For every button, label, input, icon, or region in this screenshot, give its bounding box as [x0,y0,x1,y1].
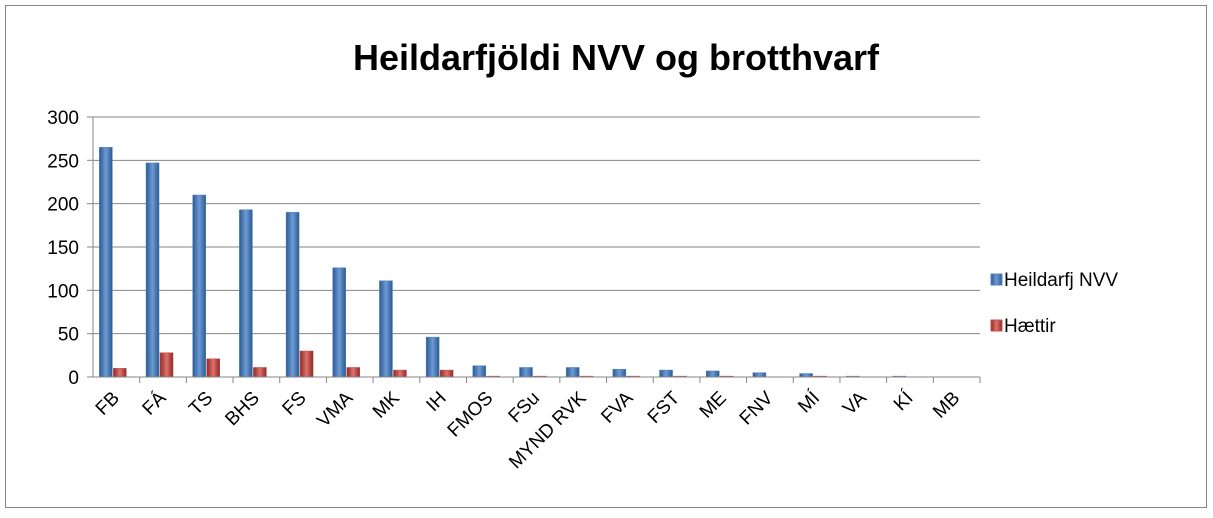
chart-border [5,5,1207,508]
bar [472,365,487,378]
bar [659,369,673,378]
legend-marker [990,319,1003,332]
bar [159,352,174,378]
bar [379,280,393,378]
y-tick-label: 100 [47,281,79,302]
legend-label: Heildarfj NVV [1004,270,1118,291]
bar [439,369,454,378]
bar [393,369,407,378]
bar [705,370,720,378]
bar [285,212,300,378]
legend-label: Hættir [1004,316,1056,337]
bar [425,336,440,378]
legend-marker [990,273,1003,286]
y-tick-label: 0 [68,368,79,389]
bar [145,162,160,378]
bar [346,367,361,378]
bar [113,368,127,378]
bar [239,209,253,378]
bar [752,372,767,378]
bar [612,368,627,378]
bar [192,194,206,378]
bar [799,373,813,378]
bar [565,367,580,378]
y-tick-label: 150 [47,238,79,259]
bar [206,358,220,378]
bar [519,367,533,378]
bar [299,350,314,378]
chart-title: Heildarfjöldi NVV og brotthvarf [353,37,880,78]
bar [253,367,267,378]
y-tick-label: 300 [47,108,79,129]
y-tick-label: 200 [47,195,79,216]
bar [99,147,113,378]
bar [332,267,347,378]
y-tick-label: 250 [47,151,79,172]
y-tick-label: 50 [58,325,79,346]
